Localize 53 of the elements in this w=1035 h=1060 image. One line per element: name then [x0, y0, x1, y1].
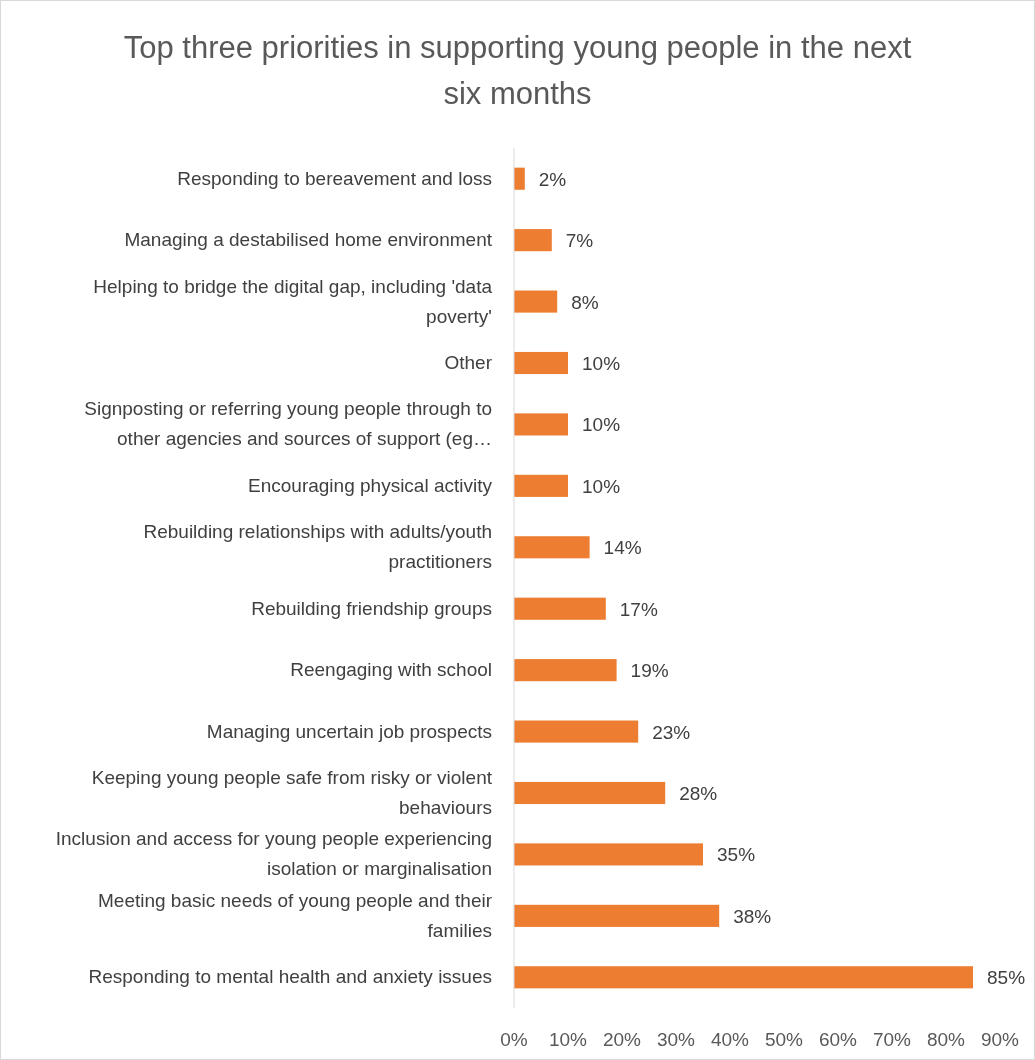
data-label: 10% [582, 475, 621, 497]
bar [514, 351, 568, 375]
bar [514, 966, 973, 989]
y-tick-label: Keeping young people safe from risky or violent behaviours [91, 767, 493, 818]
y-tick-label: Inclusion and access for young people experiencing isolation or marginalisation [55, 828, 492, 880]
x-tick-label: 20% [602, 1029, 642, 1050]
data-label: 10% [582, 414, 621, 436]
y-tick-label: Rebuilding friendship groups [251, 597, 492, 619]
bar [514, 781, 666, 805]
bar [514, 474, 568, 497]
data-label: 2% [538, 168, 567, 190]
x-tick-label: 90% [980, 1029, 1020, 1050]
bar [514, 597, 606, 620]
data-label: 7% [565, 230, 594, 252]
bar [514, 904, 720, 927]
x-tick-label: 40% [710, 1029, 750, 1050]
x-tick-label: 30% [656, 1029, 696, 1050]
data-label: 17% [619, 598, 658, 620]
data-label: 85% [987, 967, 1026, 989]
y-tick-label: Helping to bridge the digital gap, including 'data poverty' [93, 275, 493, 327]
y-tick-label: Responding to bereavement and loss [177, 167, 492, 189]
x-tick-label: 0% [500, 1029, 528, 1050]
data-label: 35% [717, 844, 756, 866]
x-tick-label: 50% [764, 1029, 804, 1050]
bar [514, 290, 558, 313]
data-label: 8% [571, 291, 599, 313]
data-label: 38% [733, 905, 772, 927]
y-tick-label: Meeting basic needs of young people and their families [98, 889, 493, 941]
x-tick-label: 60% [818, 1029, 858, 1050]
data-label: 28% [679, 783, 718, 804]
bar [514, 229, 552, 252]
data-label: 14% [603, 537, 642, 559]
y-tick-label: Responding to mental health and anxiety issues [88, 966, 492, 988]
bar [514, 536, 590, 559]
bar [514, 720, 639, 743]
y-tick-label: Managing uncertain job prospects [206, 720, 492, 742]
bar [514, 167, 525, 190]
bar [514, 659, 617, 682]
y-tick-label: Other [444, 352, 493, 373]
bar [514, 843, 703, 866]
y-tick-label: Reengaging with school [290, 659, 492, 681]
y-tick-label: Encouraging physical activity [248, 474, 493, 496]
x-tick-label: 10% [548, 1029, 588, 1050]
y-tick-label: Rebuilding relationships with adults/youth practitioners [143, 521, 492, 573]
chart-title: Top three priorities in supporting young people in the next six months [123, 30, 912, 111]
bar [514, 413, 568, 436]
data-label: 23% [652, 721, 691, 743]
x-tick-label: 80% [926, 1029, 966, 1050]
y-tick-label: Signposting or referring young people through to other agencies and sources of support (eg… [84, 398, 492, 450]
x-tick-label: 70% [872, 1029, 912, 1050]
data-label: 19% [630, 660, 669, 682]
y-tick-label: Managing a destabilised home environment [124, 229, 493, 251]
data-label: 10% [582, 353, 621, 374]
